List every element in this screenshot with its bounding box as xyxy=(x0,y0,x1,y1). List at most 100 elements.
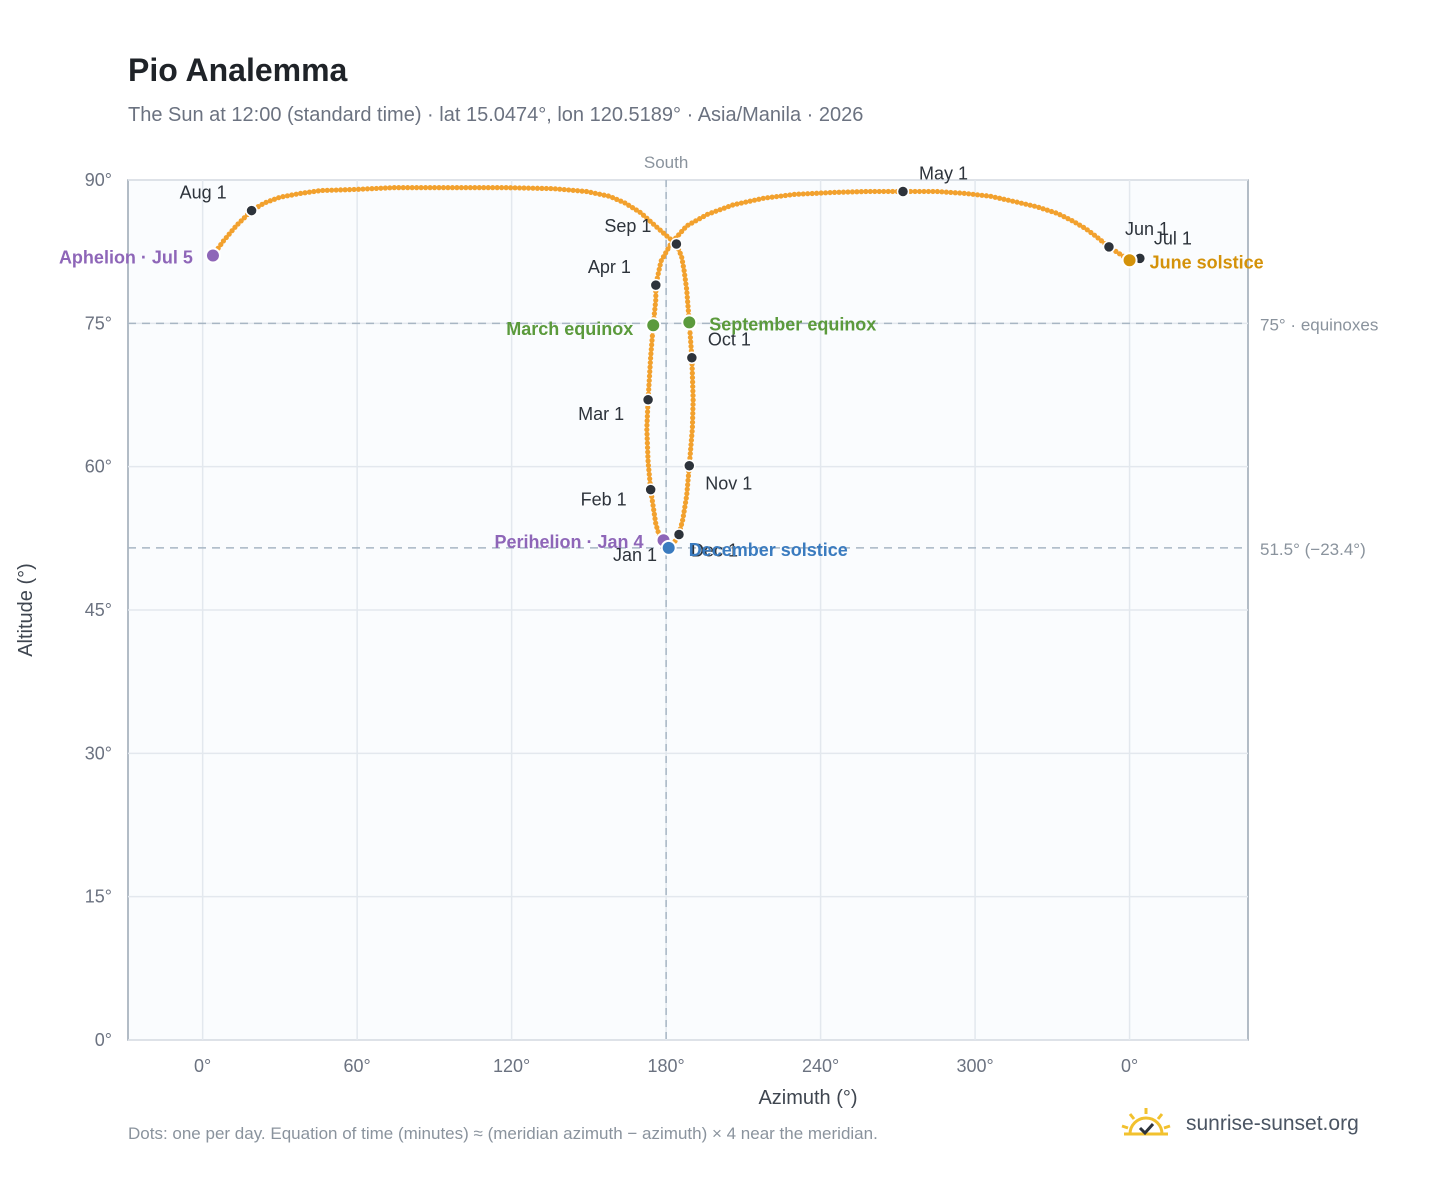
day-dot xyxy=(626,202,632,208)
day-dot xyxy=(996,195,1003,201)
day-dot xyxy=(704,211,711,217)
day-dot xyxy=(840,189,847,195)
day-dot xyxy=(648,346,654,352)
day-dot xyxy=(530,185,536,191)
day-dot xyxy=(653,520,659,526)
day-dot xyxy=(831,189,838,195)
chart-subtitle: The Sun at 12:00 (standard time) · lat 1… xyxy=(128,104,864,126)
event-label: Perihelion · Jan 4 xyxy=(494,532,643,552)
day-dot xyxy=(280,194,286,200)
day-dot xyxy=(683,281,689,287)
day-dot xyxy=(845,189,851,195)
day-dot xyxy=(1095,235,1101,241)
day-dot xyxy=(467,185,473,191)
day-dot xyxy=(652,306,658,312)
day-dot xyxy=(306,189,313,195)
day-dot xyxy=(688,446,694,452)
day-dot xyxy=(1027,202,1033,208)
month-label: May 1 xyxy=(919,163,968,183)
day-dot xyxy=(738,200,744,206)
brand[interactable]: sunrise-sunset.org xyxy=(1120,1102,1359,1146)
day-dot xyxy=(583,188,590,195)
day-dot xyxy=(800,191,806,197)
day-dot xyxy=(836,189,842,195)
day-dot xyxy=(1040,206,1046,212)
day-dot xyxy=(867,188,873,195)
sun-check-icon xyxy=(1121,1108,1171,1136)
day-dot xyxy=(1113,248,1119,254)
reference-line-label: 51.5° (−23.4°) xyxy=(1260,540,1366,559)
day-dot xyxy=(983,193,990,199)
day-dot xyxy=(481,185,487,191)
day-dot xyxy=(490,185,496,191)
day-dot xyxy=(289,192,295,198)
day-dot xyxy=(689,433,695,439)
day-dot xyxy=(684,491,690,497)
day-dot xyxy=(690,379,696,385)
day-dot xyxy=(463,185,469,191)
day-dot xyxy=(689,375,696,381)
event-label: March equinox xyxy=(506,319,633,339)
event-marker xyxy=(660,539,677,556)
day-dot xyxy=(637,209,643,215)
day-dot xyxy=(849,189,856,195)
day-dot xyxy=(656,266,662,272)
day-dot xyxy=(458,185,464,191)
day-dot xyxy=(690,410,696,417)
day-dot xyxy=(218,241,224,248)
day-dot xyxy=(872,188,878,195)
day-dot xyxy=(539,185,545,191)
month-marker xyxy=(649,278,663,292)
day-dot xyxy=(647,360,653,366)
day-dot xyxy=(685,308,691,314)
day-dot xyxy=(647,364,653,370)
event-label: June solstice xyxy=(1150,252,1264,272)
day-dot xyxy=(890,188,896,195)
day-dot xyxy=(948,189,954,196)
day-dot xyxy=(1023,201,1029,207)
x-axis-title: Azimuth (°) xyxy=(758,1087,857,1109)
day-dot xyxy=(311,188,317,195)
day-dot xyxy=(259,201,265,207)
day-dot xyxy=(633,207,639,213)
day-dot xyxy=(263,199,269,205)
day-dot xyxy=(609,194,616,201)
day-dot xyxy=(979,192,985,198)
day-dot xyxy=(809,190,815,197)
day-dot xyxy=(436,185,442,191)
day-dot xyxy=(235,221,241,227)
day-dot xyxy=(687,450,693,457)
day-dot xyxy=(574,188,581,194)
day-dot xyxy=(346,187,353,193)
day-dot xyxy=(787,192,793,198)
day-dot xyxy=(315,188,321,194)
day-dot xyxy=(499,185,505,191)
month-label: Apr 1 xyxy=(588,257,631,277)
month-label: Mar 1 xyxy=(578,404,624,424)
day-dot xyxy=(238,218,244,224)
day-dot xyxy=(338,187,344,193)
day-dot xyxy=(685,303,691,309)
day-dot xyxy=(276,195,282,201)
day-dot xyxy=(730,202,736,208)
day-dot xyxy=(1098,238,1105,244)
day-dot xyxy=(925,188,932,195)
day-dot xyxy=(391,185,397,191)
day-dot xyxy=(405,185,411,191)
day-dot xyxy=(916,188,923,195)
day-dot xyxy=(396,185,402,191)
day-dot xyxy=(614,196,620,202)
chart-title: Pio Analemma xyxy=(128,52,348,88)
day-dot xyxy=(863,188,869,195)
month-marker xyxy=(683,459,696,472)
day-dot xyxy=(605,193,612,199)
day-dot xyxy=(678,521,685,528)
day-dot xyxy=(684,294,690,300)
day-dot xyxy=(682,499,689,506)
day-dot xyxy=(700,213,707,220)
day-dot xyxy=(601,192,607,198)
day-dot xyxy=(721,205,727,211)
month-label: Nov 1 xyxy=(705,474,752,494)
x-tick-label: 0° xyxy=(194,1056,211,1076)
